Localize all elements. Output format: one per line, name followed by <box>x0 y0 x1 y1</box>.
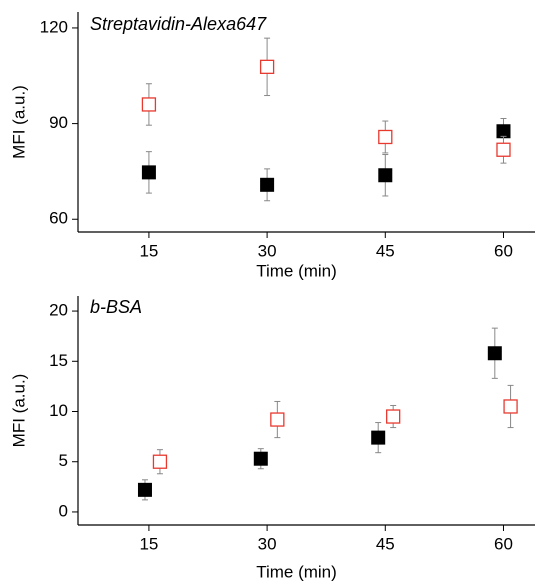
marker <box>496 124 511 139</box>
marker <box>152 454 168 469</box>
y-tick-label: 90 <box>49 113 68 132</box>
x-tick-label: 30 <box>258 241 277 260</box>
marker <box>371 430 386 445</box>
x-tick-label: 15 <box>139 241 158 260</box>
y-axis-label: MFI (a.u.) <box>9 85 28 159</box>
x-tick-label: 60 <box>494 241 513 260</box>
y-tick-label: 5 <box>59 451 68 470</box>
x-axis-label: Time (min) <box>256 261 337 280</box>
y-axis-label: MFI (a.u.) <box>9 374 28 448</box>
marker <box>386 409 401 424</box>
marker <box>496 142 511 157</box>
x-tick-label: 60 <box>494 534 513 553</box>
y-tick-label: 0 <box>59 501 68 520</box>
y-tick-label: 10 <box>49 401 68 420</box>
x-tick-label: 45 <box>376 241 395 260</box>
marker <box>260 177 275 192</box>
marker <box>259 59 275 74</box>
y-tick-label: 20 <box>49 301 68 320</box>
marker <box>270 412 285 427</box>
marker <box>141 165 156 180</box>
annotation: b-BSA <box>90 297 142 317</box>
marker <box>503 399 518 414</box>
marker <box>141 97 157 112</box>
marker <box>137 482 152 497</box>
marker <box>378 168 393 183</box>
x-tick-label: 15 <box>139 534 158 553</box>
marker <box>378 129 393 145</box>
y-tick-label: 15 <box>49 351 68 370</box>
y-tick-label: 60 <box>49 209 68 228</box>
y-tick-label: 120 <box>40 17 68 36</box>
x-tick-label: 45 <box>376 534 395 553</box>
x-axis-label: Time (min) <box>256 562 337 581</box>
marker <box>253 451 268 466</box>
x-tick-label: 30 <box>258 534 277 553</box>
marker <box>487 346 502 361</box>
annotation: Streptavidin-Alexa647 <box>90 14 267 34</box>
